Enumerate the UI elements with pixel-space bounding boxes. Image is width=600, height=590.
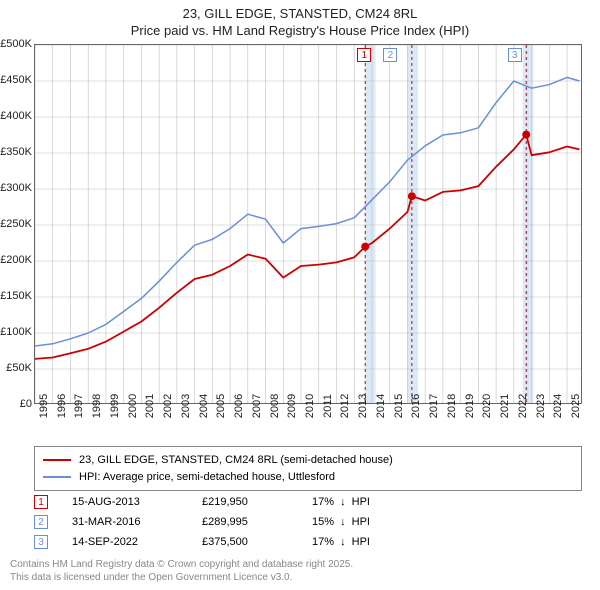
x-tick-label: 2022: [517, 394, 529, 418]
sale-callout-marker: 2: [383, 48, 397, 62]
x-tick-label: 2010: [304, 394, 316, 418]
x-tick-label: 2015: [393, 394, 405, 418]
y-tick-label: £500K: [0, 38, 32, 50]
sales-row: 1 15-AUG-2013£219,95017% HPI: [34, 492, 412, 512]
x-tick-label: 2008: [269, 394, 281, 418]
x-tick-label: 2011: [322, 394, 334, 418]
sale-delta: 17% HPI: [312, 496, 412, 508]
x-tick-label: 2012: [339, 394, 351, 418]
x-tick-label: 1998: [91, 394, 103, 418]
title-block: 23, GILL EDGE, STANSTED, CM24 8RL Price …: [0, 0, 600, 40]
chart-svg: [35, 45, 582, 404]
sale-callout-marker: 1: [357, 48, 371, 62]
arrow-down-icon: [337, 516, 349, 528]
x-tick-label: 2021: [499, 394, 511, 418]
footer-attribution: Contains HM Land Registry data © Crown c…: [10, 558, 353, 584]
sale-date: 15-AUG-2013: [72, 496, 202, 508]
y-tick-label: £50K: [6, 362, 32, 374]
chart-plot-area: [34, 44, 582, 404]
sale-date: 14-SEP-2022: [72, 536, 202, 548]
x-tick-label: 2006: [233, 394, 245, 418]
y-tick-label: £250K: [0, 218, 32, 230]
x-tick-label: 1996: [56, 394, 68, 418]
sale-price: £375,500: [202, 536, 312, 548]
x-tick-label: 2016: [410, 394, 422, 418]
sale-row-marker: 3: [34, 535, 48, 549]
x-tick-label: 1999: [109, 394, 121, 418]
title-subtitle: Price paid vs. HM Land Registry's House …: [0, 23, 600, 40]
y-tick-label: £200K: [0, 254, 32, 266]
x-tick-label: 1997: [73, 394, 85, 418]
legend-label: 23, GILL EDGE, STANSTED, CM24 8RL (semi-…: [79, 452, 393, 469]
arrow-down-icon: [337, 496, 349, 508]
x-tick-label: 2003: [180, 394, 192, 418]
sales-row: 2 31-MAR-2016£289,99515% HPI: [34, 512, 412, 532]
x-tick-label: 2001: [144, 394, 156, 418]
sale-price: £219,950: [202, 496, 312, 508]
sale-delta: 15% HPI: [312, 516, 412, 528]
y-tick-label: £400K: [0, 110, 32, 122]
legend-row: HPI: Average price, semi-detached house,…: [43, 469, 573, 486]
sale-date: 31-MAR-2016: [72, 516, 202, 528]
x-tick-label: 2023: [535, 394, 547, 418]
x-tick-label: 2020: [481, 394, 493, 418]
legend-swatch-property: [43, 459, 71, 461]
x-tick-label: 2009: [286, 394, 298, 418]
title-address: 23, GILL EDGE, STANSTED, CM24 8RL: [0, 6, 600, 23]
y-tick-label: £300K: [0, 182, 32, 194]
x-tick-label: 2014: [375, 394, 387, 418]
x-tick-label: 2013: [357, 394, 369, 418]
x-tick-label: 2018: [446, 394, 458, 418]
y-tick-label: £0: [20, 398, 32, 410]
sale-row-marker: 1: [34, 495, 48, 509]
y-tick-label: £450K: [0, 74, 32, 86]
sales-table: 115-AUG-2013£219,95017% HPI231-MAR-2016£…: [34, 492, 412, 552]
footer-line: Contains HM Land Registry data © Crown c…: [10, 558, 353, 571]
x-tick-label: 2024: [552, 394, 564, 418]
sales-row: 3 14-SEP-2022£375,50017% HPI: [34, 532, 412, 552]
sale-price: £289,995: [202, 516, 312, 528]
x-tick-label: 2007: [251, 394, 263, 418]
x-tick-label: 2025: [570, 394, 582, 418]
y-tick-label: £150K: [0, 290, 32, 302]
x-tick-label: 2019: [464, 394, 476, 418]
footer-line: This data is licensed under the Open Gov…: [10, 571, 353, 584]
legend: 23, GILL EDGE, STANSTED, CM24 8RL (semi-…: [34, 446, 582, 491]
x-tick-label: 2005: [215, 394, 227, 418]
legend-swatch-hpi: [43, 476, 71, 478]
x-tick-label: 2002: [162, 394, 174, 418]
x-tick-label: 2017: [428, 394, 440, 418]
y-tick-label: £350K: [0, 146, 32, 158]
sale-delta: 17% HPI: [312, 536, 412, 548]
sale-callout-marker: 3: [508, 48, 522, 62]
x-tick-label: 2004: [198, 394, 210, 418]
arrow-down-icon: [337, 536, 349, 548]
x-tick-label: 2000: [127, 394, 139, 418]
sale-row-marker: 2: [34, 515, 48, 529]
chart-container: 23, GILL EDGE, STANSTED, CM24 8RL Price …: [0, 0, 600, 590]
x-tick-label: 1995: [38, 394, 50, 418]
legend-row: 23, GILL EDGE, STANSTED, CM24 8RL (semi-…: [43, 452, 573, 469]
legend-label: HPI: Average price, semi-detached house,…: [79, 469, 335, 486]
y-tick-label: £100K: [0, 326, 32, 338]
